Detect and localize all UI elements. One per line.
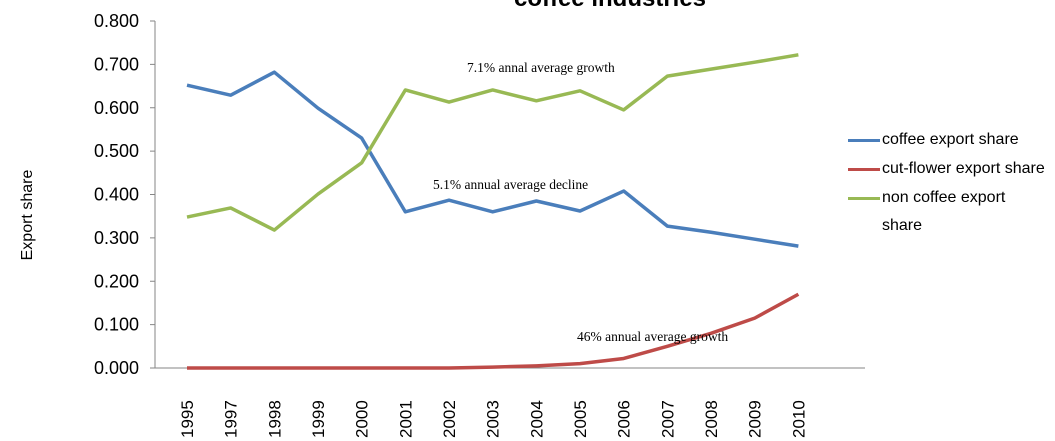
x-tick-label: 2010 [789,400,808,438]
legend-label: cut-flower export share [882,160,1045,177]
x-tick-label: 2001 [396,400,415,438]
y-tick-label: 0.400 [94,185,139,205]
y-tick-label: 0.600 [94,98,139,118]
x-tick-label: 2004 [527,400,546,438]
y-tick-label: 0.300 [94,228,139,248]
x-tick-label: 1999 [309,400,328,438]
x-tick-label: 2007 [658,400,677,438]
legend-item: cut-flower export share [848,155,1048,183]
legend-label: non coffee export share [882,189,1006,234]
y-tick-label: 0.000 [94,358,139,378]
y-axis-label: Export share [19,170,36,261]
x-tick-label: 1995 [178,400,197,438]
x-tick-label: 2000 [353,400,372,438]
x-tick-label: 1997 [222,400,241,438]
y-tick-label: 0.100 [94,315,139,335]
y-tick-label: 0.500 [94,141,139,161]
legend-label: coffee export share [882,131,1019,148]
legend-swatch [848,168,880,171]
legend-item: non coffee export share [848,184,1048,240]
x-tick-label: 2008 [702,400,721,438]
x-tick-label: 2003 [484,400,503,438]
line-series [187,292,800,370]
annotation: 7.1% annal average growth [467,60,615,75]
x-tick-label: 2006 [615,400,634,438]
y-tick-label: 0.800 [94,11,139,31]
line-series [186,53,799,232]
legend: coffee export share cut-flower export sha… [848,126,1048,241]
y-tick-label: 0.200 [94,271,139,291]
legend-swatch [848,197,880,200]
annotation: 5.1% annual average decline [433,177,589,192]
x-tick-label: 2005 [571,400,590,438]
legend-item: coffee export share [848,126,1048,154]
x-tick-label: 2002 [440,400,459,438]
line-series [186,70,799,248]
annotation: 46% annual average growth [577,329,729,344]
chart-title: coffee industries [514,0,706,12]
legend-swatch [848,139,880,142]
x-tick-label: 2009 [746,400,765,438]
x-tick-label: 1998 [265,400,284,438]
y-tick-label: 0.700 [94,54,139,74]
